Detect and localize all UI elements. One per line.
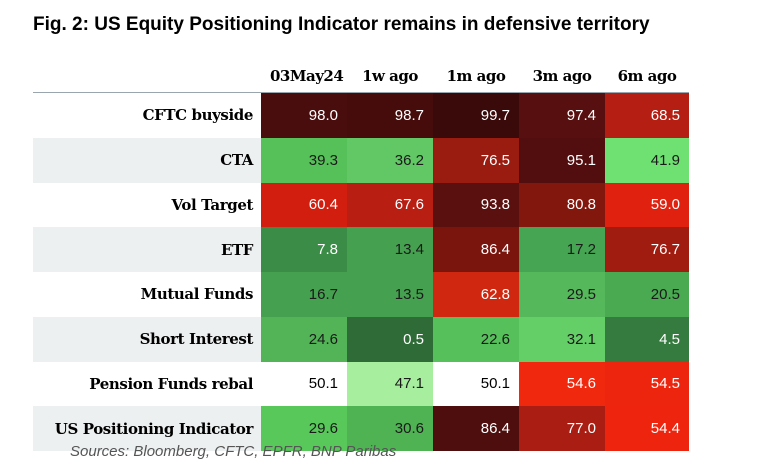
row-cells: 60.4 67.6 93.8 80.8 59.0 (261, 182, 689, 228)
heatmap-cell: 22.6 (433, 316, 519, 362)
header-divider (33, 92, 689, 93)
heatmap-cell: 29.5 (519, 272, 605, 317)
heatmap-row: ETF 7.8 13.4 86.4 17.2 76.7 (33, 227, 689, 272)
heatmap-cell: 93.8 (433, 182, 519, 228)
column-header-row: 03May24 1w ago 1m ago 3m ago 6m ago (33, 60, 689, 92)
heatmap-cell: 68.5 (605, 93, 689, 138)
heatmap-cell: 50.1 (261, 361, 347, 407)
figure-title: Fig. 2: US Equity Positioning Indicator … (33, 14, 650, 35)
heatmap-cell: 30.6 (347, 406, 433, 451)
heatmap-cell: 7.8 (261, 227, 347, 272)
row-cells: 16.7 13.5 62.8 29.5 20.5 (261, 272, 689, 317)
heatmap-row: Vol Target 60.4 67.6 93.8 80.8 59.0 (33, 182, 689, 228)
heatmap-cell: 76.5 (433, 137, 519, 183)
heatmap-cell: 67.6 (347, 182, 433, 228)
heatmap-cell: 86.4 (433, 406, 519, 451)
heatmap-table: 03May24 1w ago 1m ago 3m ago 6m ago CFTC buy… (33, 60, 689, 451)
heatmap-cell: 54.4 (605, 406, 689, 451)
heatmap-cell: 32.1 (519, 316, 605, 362)
heatmap-cell: 76.7 (605, 227, 689, 272)
column-header: 1m ago (446, 67, 506, 85)
heatmap-cell: 62.8 (433, 272, 519, 317)
heatmap-cell: 97.4 (519, 93, 605, 138)
row-cells: 50.1 47.1 50.1 54.6 54.5 (261, 361, 689, 407)
heatmap-row: Short Interest 24.6 0.5 22.6 32.1 4.5 (33, 316, 689, 362)
heatmap-cell: 98.7 (347, 93, 433, 138)
heatmap-cell: 36.2 (347, 137, 433, 183)
row-label: CTA (220, 151, 253, 170)
heatmap-cell: 59.0 (605, 182, 689, 228)
heatmap-cell: 0.5 (347, 316, 433, 362)
heatmap-cell: 86.4 (433, 227, 519, 272)
heatmap-cell: 13.4 (347, 227, 433, 272)
column-header: 6m ago (617, 67, 677, 85)
heatmap-row: Mutual Funds 16.7 13.5 62.8 29.5 20.5 (33, 272, 689, 317)
heatmap-cell: 99.7 (433, 93, 519, 138)
column-header: 03May24 (270, 67, 344, 85)
sources-note: Sources: Bloomberg, CFTC, EPFR, BNP Pari… (70, 443, 397, 460)
column-header: 3m ago (532, 67, 592, 85)
heatmap-cell: 20.5 (605, 272, 689, 317)
row-cells: 29.6 30.6 86.4 77.0 54.4 (261, 406, 689, 451)
heatmap-row: Pension Funds rebal 50.1 47.1 50.1 54.6 54.5 (33, 361, 689, 407)
heatmap-cell: 50.1 (433, 361, 519, 407)
heatmap-cell: 77.0 (519, 406, 605, 451)
heatmap-cell: 60.4 (261, 182, 347, 228)
heatmap-cell: 24.6 (261, 316, 347, 362)
row-cells: 24.6 0.5 22.6 32.1 4.5 (261, 316, 689, 362)
heatmap-row: US Positioning Indicator 29.6 30.6 86.4 77.0… (33, 406, 689, 451)
heatmap-cell: 54.6 (519, 361, 605, 407)
heatmap-cell: 17.2 (519, 227, 605, 272)
row-cells: 39.3 36.2 76.5 95.1 41.9 (261, 137, 689, 183)
row-label: ETF (220, 240, 253, 259)
row-label: Vol Target (171, 195, 254, 214)
heatmap-cell: 41.9 (605, 137, 689, 183)
row-label: US Positioning Indicator (54, 419, 254, 438)
row-cells: 98.0 98.7 99.7 97.4 68.5 (261, 93, 689, 138)
heatmap-row: CFTC buyside 98.0 98.7 99.7 97.4 68.5 (33, 93, 689, 138)
heatmap-body: CFTC buyside 98.0 98.7 99.7 97.4 68.5 CTA 39.3 3… (33, 93, 689, 451)
heatmap-cell: 47.1 (347, 361, 433, 407)
heatmap-cell: 95.1 (519, 137, 605, 183)
heatmap-cell: 16.7 (261, 272, 347, 317)
row-label: Pension Funds rebal (89, 374, 253, 393)
row-label: Short Interest (139, 330, 254, 349)
heatmap-row: CTA 39.3 36.2 76.5 95.1 41.9 (33, 137, 689, 183)
heatmap-cell: 29.6 (261, 406, 347, 451)
heatmap-cell: 13.5 (347, 272, 433, 317)
column-header: 1w ago (362, 67, 418, 85)
row-label: CFTC buyside (142, 106, 254, 125)
heatmap-cell: 80.8 (519, 182, 605, 228)
heatmap-cell: 98.0 (261, 93, 347, 138)
row-label: Mutual Funds (140, 285, 254, 304)
row-cells: 7.8 13.4 86.4 17.2 76.7 (261, 227, 689, 272)
heatmap-cell: 4.5 (605, 316, 689, 362)
heatmap-cell: 54.5 (605, 361, 689, 407)
heatmap-cell: 39.3 (261, 137, 347, 183)
